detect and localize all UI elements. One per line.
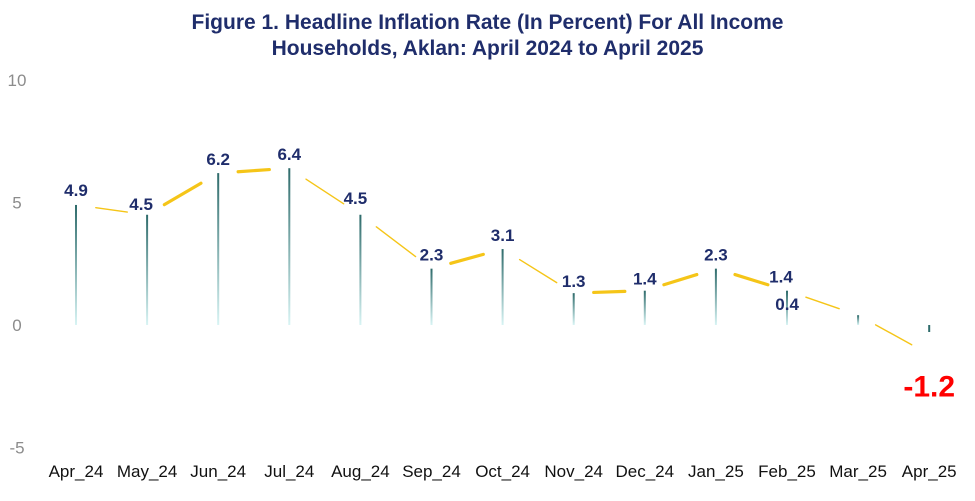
data-labels: 4.9 4.5 6.2 6.4 4.5 2.3 3.1 1.3 1.4 2.3 1.4 0.4 -1.2 xyxy=(64,145,955,403)
line-segment xyxy=(95,206,128,213)
line-segment xyxy=(662,272,699,287)
line-segment xyxy=(162,181,203,207)
data-label: -1.2 xyxy=(903,370,955,403)
chart-title: Figure 1. Headline Inflation Rate (In Pe… xyxy=(0,10,975,62)
data-label: 4.5 xyxy=(344,189,368,208)
x-tick-label: Apr_25 xyxy=(902,462,957,481)
stem-line xyxy=(217,173,220,325)
data-label: 3.1 xyxy=(491,226,515,245)
stem-line xyxy=(786,290,788,325)
stem-line xyxy=(572,293,575,325)
stem-line xyxy=(75,204,77,325)
line-segment xyxy=(874,324,913,346)
x-tick-label: Feb_25 xyxy=(758,462,816,481)
series-line xyxy=(95,167,913,346)
line-segment xyxy=(518,258,558,284)
x-tick-label: Dec_24 xyxy=(615,462,674,481)
y-tick-label: 10 xyxy=(8,71,27,90)
stem-line xyxy=(501,249,504,325)
y-tick-label: 5 xyxy=(12,194,21,213)
stem-lines xyxy=(75,168,931,332)
line-segment xyxy=(592,289,627,295)
y-tick-label: 0 xyxy=(12,316,21,335)
data-label: 1.4 xyxy=(769,268,793,287)
y-tick-label: -5 xyxy=(9,439,24,458)
x-tick-label: Jan_25 xyxy=(688,462,744,481)
line-segment xyxy=(375,226,417,258)
stem-line xyxy=(928,325,931,332)
x-tick-label: Mar_25 xyxy=(829,462,887,481)
data-label: 4.9 xyxy=(64,181,88,200)
data-label: 2.3 xyxy=(704,246,728,265)
x-tick-label: Jun_24 xyxy=(190,462,246,481)
line-segment xyxy=(236,167,271,174)
x-tick-label: Aug_24 xyxy=(331,462,390,481)
stem-line xyxy=(359,214,362,325)
line-segment xyxy=(449,252,485,265)
chart-title-line-1: Figure 1. Headline Inflation Rate (In Pe… xyxy=(191,11,784,34)
line-segment xyxy=(805,296,840,310)
data-label: 0.4 xyxy=(775,295,799,314)
x-tick-label: May_24 xyxy=(117,462,177,481)
x-tick-label: Nov_24 xyxy=(544,462,603,481)
stem-line xyxy=(430,268,433,325)
line-segment xyxy=(733,272,770,287)
data-label: 4.5 xyxy=(129,195,153,214)
stem-line xyxy=(714,268,717,325)
data-label: 1.3 xyxy=(562,272,586,291)
x-tick-label: Sep_24 xyxy=(402,462,461,481)
data-label: 6.4 xyxy=(277,145,301,164)
x-tick-label: Apr_24 xyxy=(49,462,104,481)
data-label: 2.3 xyxy=(420,246,444,265)
x-axis: Apr_24 May_24 Jun_24 Jul_24 Aug_24 Sep_24 Oct_… xyxy=(49,462,957,481)
stem-line xyxy=(146,214,149,325)
stem-line xyxy=(857,315,860,325)
stem-line xyxy=(643,290,646,325)
x-tick-label: Jul_24 xyxy=(264,462,314,481)
y-axis: 10 5 0 -5 xyxy=(8,71,27,458)
stem-line xyxy=(288,168,291,325)
data-label: 1.4 xyxy=(633,270,657,289)
line-segment xyxy=(305,178,345,205)
data-label: 6.2 xyxy=(206,150,230,169)
chart-title-line-2: Households, Aklan: April 2024 to April 2… xyxy=(271,37,704,60)
x-tick-label: Oct_24 xyxy=(475,462,530,481)
